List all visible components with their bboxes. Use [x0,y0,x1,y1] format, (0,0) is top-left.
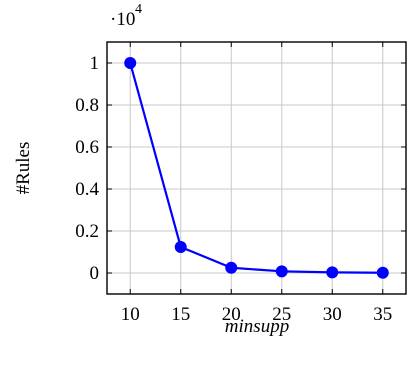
data-point [326,266,339,279]
y-axis-label: #Rules [13,142,34,195]
data-point [124,57,137,69]
axis-ticks: 10 15 20 25 30 35 0 0.2 0.4 0.6 0.8 1 [75,42,406,325]
y-tick-label: 0 [90,263,100,284]
grid [107,42,406,294]
series-line [129,62,383,274]
y-tick-label: 0.4 [75,179,99,200]
y-tick-label: 0.8 [75,95,99,116]
y-tick-label: 1 [90,53,100,74]
x-tick-label: 20 [222,304,241,325]
y-tick-label: 0.2 [75,221,99,242]
y-scale-base: ·10 [110,9,135,30]
series [124,57,389,279]
y-tick-label: 0.6 [75,137,99,158]
y-scale-exponent: 4 [135,2,142,17]
x-tick-label: 10 [121,304,140,325]
data-point [225,261,238,274]
data-point [174,240,187,253]
x-tick-label: 35 [373,304,392,325]
data-point [275,265,288,278]
x-axis-label: minsupp [225,316,289,337]
x-tick-label: 30 [323,304,342,325]
data-point [376,266,389,279]
x-tick-label: 25 [272,304,291,325]
plot-frame [106,41,407,295]
x-tick-label: 15 [171,304,190,325]
